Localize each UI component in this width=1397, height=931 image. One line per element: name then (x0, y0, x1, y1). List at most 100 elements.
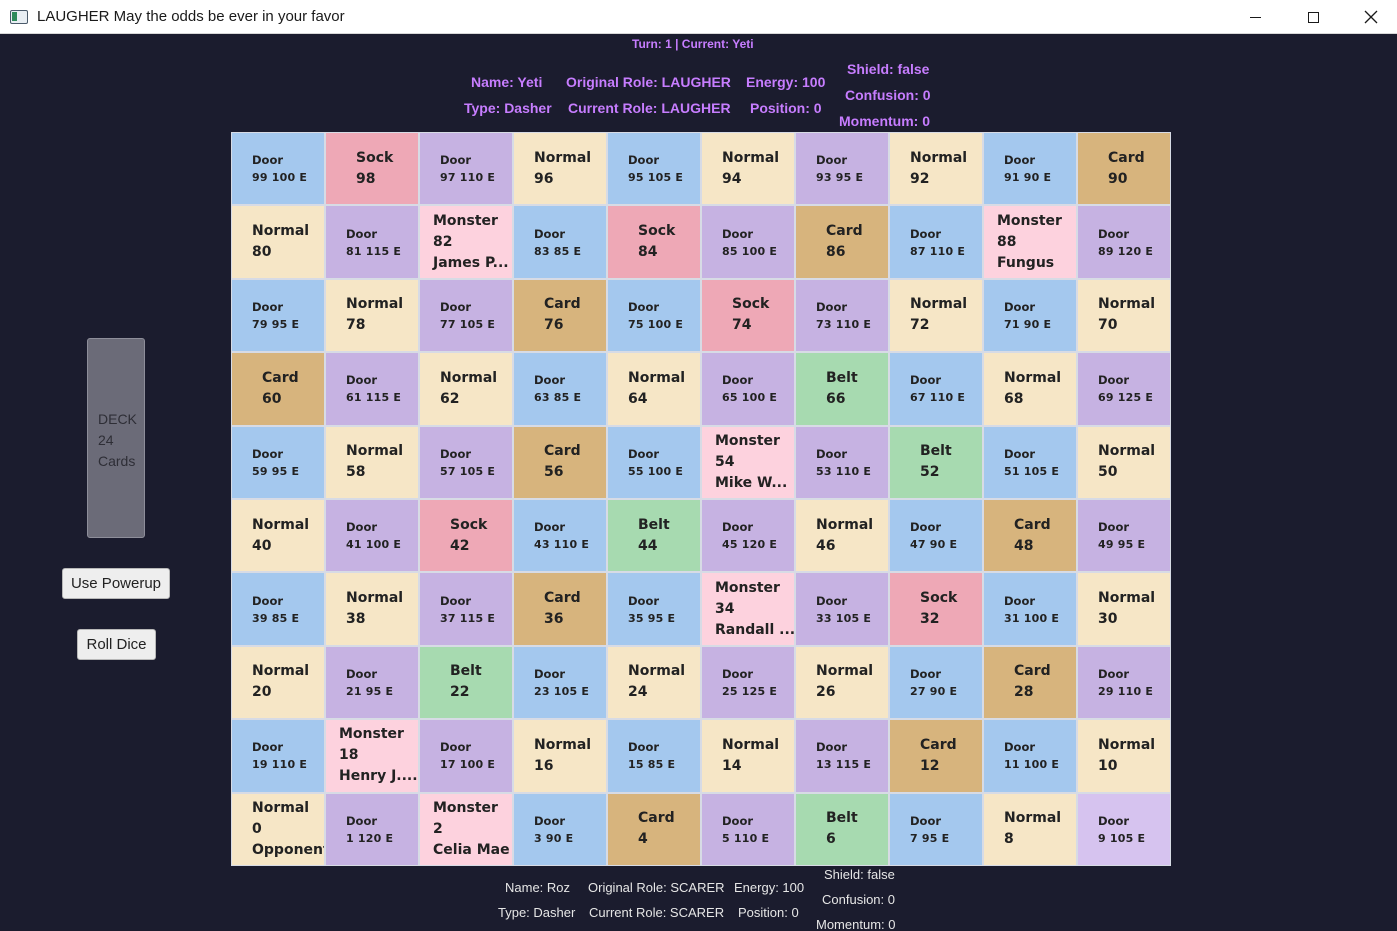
cell-text: 71 90 E (1004, 317, 1052, 331)
board-cell-door: Door 65 100 E (701, 352, 795, 426)
deck-label: DECK (98, 411, 137, 427)
opponent-name: Name: Roz (505, 880, 571, 895)
board-cell-card: Card 36 (513, 572, 607, 646)
cell-text: 24 (628, 684, 648, 701)
cell-text: 64 (628, 390, 648, 407)
board-cell-door: Door 73 110 E (795, 278, 889, 353)
board-cell-normal: Normal 38 (325, 572, 419, 646)
cell-text: Normal (346, 590, 404, 607)
board-cell-door: Door 11 100 E (983, 719, 1077, 793)
cell-text: Door (534, 520, 566, 535)
cell-text: 54 (715, 453, 735, 470)
cell-text: 86 (826, 244, 846, 261)
player-type: Type: Dasher (464, 100, 552, 116)
board-cell-normal: Normal 20 (231, 645, 325, 720)
board-cell-normal: Normal 70 (1077, 278, 1171, 353)
cell-text: 51 105 E (1004, 464, 1060, 478)
minimize-button[interactable] (1226, 0, 1284, 34)
cell-text: 44 (638, 537, 658, 554)
cell-text: 21 95 E (346, 684, 394, 698)
board-cell-door: Door 41 100 E (325, 498, 419, 573)
cell-text: 57 105 E (440, 464, 496, 478)
cell-text: 73 110 E (816, 317, 872, 331)
cell-text: 5 110 E (722, 831, 770, 845)
board-cell-normal: Normal 50 (1077, 425, 1171, 499)
cell-text: 34 (715, 600, 735, 617)
cell-text: 60 (262, 390, 282, 407)
board-cell-card: Card 60 (231, 352, 325, 426)
cell-text: 11 100 E (1004, 758, 1060, 772)
cell-text: Monster (997, 212, 1062, 229)
cell-text: Card (1014, 516, 1051, 533)
cell-text: Normal (252, 799, 310, 816)
cell-text: 40 (252, 537, 272, 554)
cell-text: 52 (920, 464, 940, 481)
use-powerup-button[interactable]: Use Powerup (62, 568, 170, 599)
cell-text: Card (826, 223, 863, 240)
cell-text: Belt (826, 810, 858, 827)
cell-text: 28 (1014, 684, 1034, 701)
cell-text: 74 (732, 317, 752, 334)
cell-text: Door (1004, 153, 1036, 168)
deck-count: 24 (98, 432, 114, 448)
close-button[interactable] (1342, 0, 1397, 34)
cell-text: 47 90 E (910, 538, 958, 552)
cell-text: Door (816, 593, 848, 608)
board-cell-normal: Normal 46 (795, 498, 889, 573)
cell-text: 96 (534, 170, 554, 187)
cell-text: Monster (715, 579, 780, 596)
cell-text: 98 (356, 170, 376, 187)
board-cell-card: Card 86 (795, 205, 889, 279)
board-cell-door: Door 57 105 E (419, 425, 513, 499)
cell-text: Normal (252, 223, 310, 240)
cell-text: Door (816, 740, 848, 755)
cell-text: James P... (433, 254, 509, 271)
board-cell-normal: Normal 94 (701, 132, 795, 206)
board-cell-normal: Normal 26 (795, 645, 889, 720)
board-cell-normal: Normal 72 (889, 278, 983, 353)
cell-text: 37 115 E (440, 611, 496, 625)
cell-text: Door (252, 153, 284, 168)
board-cell-door: Door 79 95 E (231, 278, 325, 353)
cell-text: Door (252, 299, 284, 314)
cell-text: Door (628, 446, 660, 461)
board-cell-door: Door 5 110 E (701, 792, 795, 866)
cell-text: 55 100 E (628, 464, 684, 478)
cell-text: Normal (628, 663, 686, 680)
board-cell-door: Door 43 110 E (513, 498, 607, 573)
cell-text: Normal (628, 369, 686, 386)
cell-text: Belt (826, 369, 858, 386)
opponent-position: Position: 0 (738, 905, 799, 920)
cell-text: 91 90 E (1004, 171, 1052, 185)
board-cell-sock: Sock 32 (889, 572, 983, 646)
cell-text: Opponent (252, 841, 325, 858)
cell-text: Card (544, 590, 581, 607)
cell-text: 76 (544, 317, 564, 334)
board-cell-door: Door 19 110 E (231, 719, 325, 793)
roll-dice-button[interactable]: Roll Dice (77, 629, 156, 660)
cell-text: 82 (433, 233, 453, 250)
board-cell-door: Door 67 110 E (889, 352, 983, 426)
cell-text: 56 (544, 464, 564, 481)
maximize-button[interactable] (1284, 0, 1342, 34)
cell-text: Normal (816, 663, 874, 680)
cell-text: 31 100 E (1004, 611, 1060, 625)
cell-text: Monster (715, 432, 780, 449)
board-cell-card: Card 12 (889, 719, 983, 793)
board-cell-card: Card 56 (513, 425, 607, 499)
board-cell-door: Door 47 90 E (889, 498, 983, 573)
board-cell-normal: Normal 10 (1077, 719, 1171, 793)
cell-text: Card (544, 296, 581, 313)
deck-pile[interactable]: DECK 24 Cards (87, 338, 145, 538)
board-cell-door: Door 97 110 E (419, 132, 513, 206)
cell-text: 13 115 E (816, 758, 872, 772)
cell-text: Normal (722, 149, 780, 166)
opponent-confusion: Confusion: 0 (822, 892, 895, 907)
cell-text: 38 (346, 611, 366, 628)
cell-text: 72 (910, 317, 930, 334)
cell-text: 29 110 E (1098, 684, 1154, 698)
board-cell-normal: Normal 62 (419, 352, 513, 426)
cell-text: 80 (252, 244, 272, 261)
cell-text: 42 (450, 537, 470, 554)
opponent-type: Type: Dasher (498, 905, 576, 920)
